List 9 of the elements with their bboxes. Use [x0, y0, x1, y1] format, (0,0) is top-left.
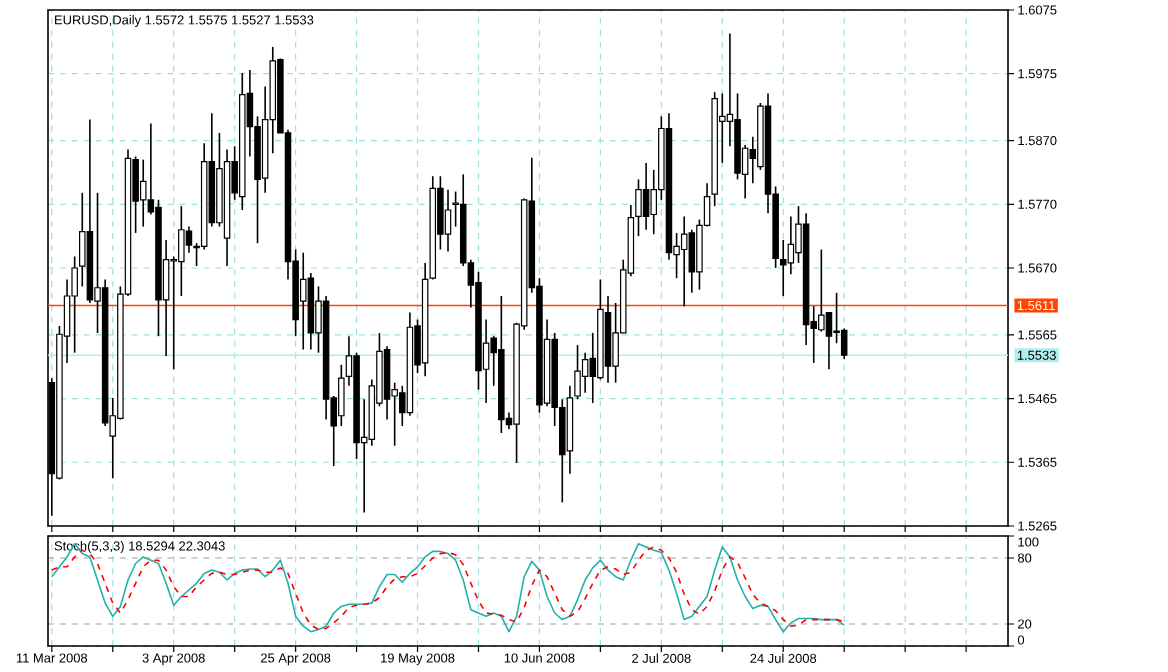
candlestick: [642, 162, 650, 231]
candlestick: [444, 188, 452, 253]
candlestick: [299, 251, 307, 351]
candlestick: [787, 215, 795, 276]
candlestick: [581, 351, 589, 394]
candlestick: [825, 311, 833, 371]
candlestick: [185, 225, 193, 254]
candlestick: [840, 327, 848, 360]
candlestick: [680, 215, 688, 307]
